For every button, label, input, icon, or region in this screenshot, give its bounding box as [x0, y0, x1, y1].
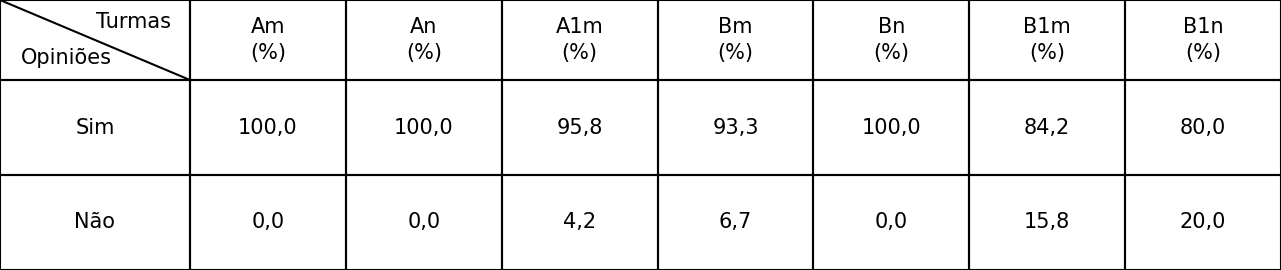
- Bar: [813, 80, 970, 175]
- Bar: [346, 175, 502, 270]
- Text: 100,0: 100,0: [862, 117, 921, 137]
- Text: 80,0: 80,0: [1180, 117, 1226, 137]
- Bar: [0, 80, 190, 175]
- Text: 0,0: 0,0: [251, 212, 284, 232]
- Bar: [1125, 80, 1281, 175]
- Bar: [346, 80, 502, 175]
- Text: 4,2: 4,2: [564, 212, 596, 232]
- Text: Turmas: Turmas: [96, 12, 170, 32]
- Bar: [502, 175, 657, 270]
- Text: Não: Não: [74, 212, 115, 232]
- Text: Bn
(%): Bn (%): [874, 17, 910, 63]
- Bar: [1125, 175, 1281, 270]
- Text: 84,2: 84,2: [1024, 117, 1071, 137]
- Text: 93,3: 93,3: [712, 117, 758, 137]
- Bar: [0, 175, 190, 270]
- Bar: [970, 0, 1125, 80]
- Text: B1n
(%): B1n (%): [1182, 17, 1223, 63]
- Bar: [813, 175, 970, 270]
- Text: Sim: Sim: [76, 117, 115, 137]
- Bar: [813, 0, 970, 80]
- Bar: [970, 175, 1125, 270]
- Text: 15,8: 15,8: [1024, 212, 1071, 232]
- Bar: [0, 0, 190, 80]
- Bar: [657, 80, 813, 175]
- Bar: [657, 175, 813, 270]
- Text: 100,0: 100,0: [238, 117, 297, 137]
- Bar: [502, 0, 657, 80]
- Text: 100,0: 100,0: [395, 117, 453, 137]
- Bar: [190, 0, 346, 80]
- Bar: [346, 0, 502, 80]
- Bar: [502, 80, 657, 175]
- Bar: [1125, 0, 1281, 80]
- Text: 0,0: 0,0: [407, 212, 441, 232]
- Text: Bm
(%): Bm (%): [717, 17, 753, 63]
- Bar: [970, 80, 1125, 175]
- Text: 20,0: 20,0: [1180, 212, 1226, 232]
- Text: Am
(%): Am (%): [250, 17, 286, 63]
- Bar: [657, 0, 813, 80]
- Bar: [190, 80, 346, 175]
- Text: Opiniões: Opiniões: [20, 48, 111, 68]
- Text: 0,0: 0,0: [875, 212, 908, 232]
- Text: 95,8: 95,8: [556, 117, 603, 137]
- Bar: [190, 175, 346, 270]
- Text: B1m
(%): B1m (%): [1024, 17, 1071, 63]
- Text: 6,7: 6,7: [719, 212, 752, 232]
- Text: An
(%): An (%): [406, 17, 442, 63]
- Text: A1m
(%): A1m (%): [556, 17, 603, 63]
